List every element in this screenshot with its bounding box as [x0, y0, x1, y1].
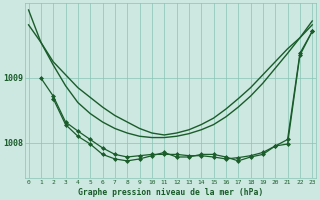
- X-axis label: Graphe pression niveau de la mer (hPa): Graphe pression niveau de la mer (hPa): [78, 188, 263, 197]
